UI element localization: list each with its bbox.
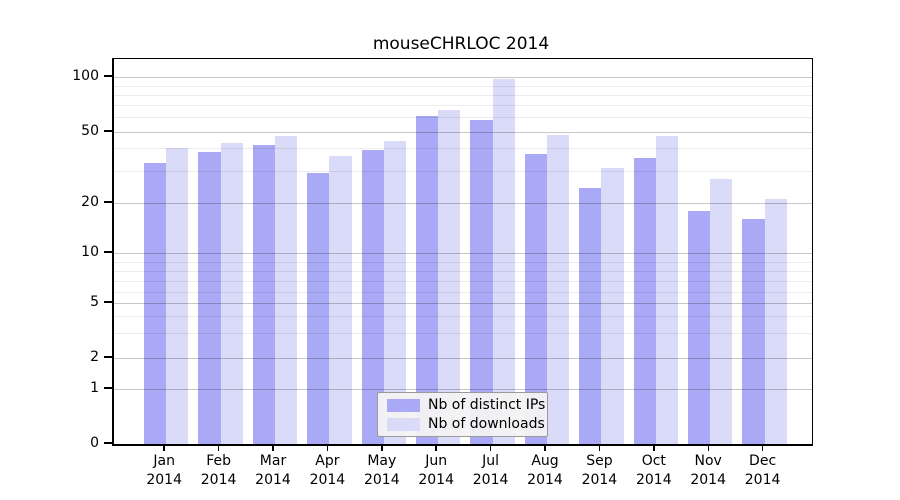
y-tick — [104, 130, 112, 132]
x-tick — [489, 445, 492, 451]
gridline-major — [114, 77, 812, 78]
gridline-minor — [114, 86, 812, 87]
gridline-minor — [114, 292, 812, 293]
bar-sep-2014-downloads — [601, 167, 624, 444]
chart-title: mouseCHRLOC 2014 — [372, 34, 550, 54]
legend-item-downloads: Nb of downloads — [378, 416, 547, 432]
x-tick — [326, 445, 329, 451]
bar-feb-2014-downloads — [220, 142, 243, 444]
y-tick — [104, 355, 112, 358]
gridline-major — [114, 253, 812, 254]
gridline-minor — [114, 261, 812, 263]
y-tick — [104, 442, 112, 444]
gridline-minor — [114, 170, 812, 172]
gridline-minor — [114, 316, 812, 317]
gridline-major — [114, 357, 812, 359]
bar-may-2014-distinct-ips — [361, 150, 384, 444]
bar-apr-2014-distinct-ips — [307, 173, 330, 444]
x-tick-label: Jan 2014 — [146, 453, 182, 488]
x-tick-label: Apr 2014 — [309, 453, 346, 488]
x-tick-label: Feb 2014 — [200, 453, 237, 488]
x-tick-label: Oct 2014 — [635, 453, 672, 488]
gridline-major — [114, 388, 812, 390]
x-tick — [707, 445, 709, 451]
y-tick-label: 100 — [72, 68, 99, 84]
y-tick — [104, 386, 112, 389]
bar-jul-2014-downloads — [492, 78, 515, 444]
gridline-minor — [114, 333, 812, 334]
gridline-major — [114, 203, 812, 204]
y-tick — [104, 301, 112, 303]
gridline-minor — [114, 95, 812, 96]
gridline-minor — [114, 281, 812, 282]
bar-nov-2014-downloads — [710, 178, 733, 444]
gridline-minor — [114, 105, 812, 106]
y-tick-label: 1 — [90, 379, 99, 396]
legend-label-distinct-ips: Nb of distinct IPs — [428, 397, 546, 413]
legend-swatch-distinct-ips — [387, 398, 420, 412]
x-tick — [381, 445, 383, 451]
y-tick-label: 0 — [90, 435, 99, 451]
y-tick — [104, 251, 112, 253]
bar-jun-2014-downloads — [438, 109, 461, 444]
bar-jan-2014-distinct-ips — [144, 163, 167, 444]
y-tick-label: 10 — [81, 244, 99, 260]
x-tick-label: Mar 2014 — [255, 453, 291, 488]
bar-nov-2014-distinct-ips — [688, 210, 711, 444]
x-tick — [598, 445, 601, 451]
bar-jan-2014-downloads — [166, 148, 189, 444]
bar-jun-2014-distinct-ips — [416, 115, 439, 444]
bar-aug-2014-distinct-ips — [524, 154, 547, 444]
legend-swatch-downloads — [387, 417, 420, 431]
x-tick — [544, 445, 546, 451]
x-tick-label: May 2014 — [363, 453, 400, 488]
gridline-minor — [114, 148, 812, 149]
bar-dec-2014-distinct-ips — [742, 219, 765, 444]
x-tick-label: Dec 2014 — [744, 453, 781, 488]
gridline-minor — [114, 117, 812, 118]
x-tick-label: Jul 2014 — [472, 453, 509, 488]
bar-apr-2014-downloads — [329, 156, 352, 444]
bar-jul-2014-distinct-ips — [470, 119, 493, 444]
y-tick-label: 5 — [90, 294, 99, 310]
bar-oct-2014-downloads — [655, 136, 678, 444]
x-tick — [761, 445, 764, 451]
legend: Nb of distinct IPs Nb of downloads — [377, 392, 548, 437]
x-tick — [653, 445, 655, 451]
x-tick-label: Nov 2014 — [690, 453, 726, 488]
bar-oct-2014-distinct-ips — [633, 158, 656, 444]
y-tick — [104, 75, 112, 77]
x-tick — [163, 445, 165, 451]
plot-area — [112, 58, 813, 446]
gridline-major — [114, 132, 812, 133]
bar-may-2014-downloads — [383, 141, 406, 444]
y-tick-label: 50 — [81, 123, 99, 139]
y-tick-label: 2 — [90, 348, 99, 365]
legend-label-downloads: Nb of downloads — [428, 416, 545, 432]
x-tick-label: Aug 2014 — [527, 453, 563, 488]
bar-feb-2014-distinct-ips — [198, 152, 221, 444]
y-tick-label: 20 — [81, 194, 99, 210]
bar-mar-2014-downloads — [275, 136, 298, 444]
x-tick — [435, 445, 437, 451]
x-tick — [217, 445, 220, 451]
gridline-major — [114, 303, 812, 304]
x-tick-label: Jun 2014 — [418, 453, 454, 488]
gridline-minor — [114, 271, 812, 272]
x-tick — [272, 445, 274, 451]
x-tick-label: Sep 2014 — [581, 453, 618, 488]
bar-mar-2014-distinct-ips — [252, 144, 275, 444]
legend-item-distinct-ips: Nb of distinct IPs — [378, 397, 547, 413]
bar-dec-2014-downloads — [764, 199, 787, 444]
bar-sep-2014-distinct-ips — [579, 188, 602, 444]
bar-aug-2014-downloads — [547, 134, 570, 444]
y-tick — [104, 201, 112, 203]
